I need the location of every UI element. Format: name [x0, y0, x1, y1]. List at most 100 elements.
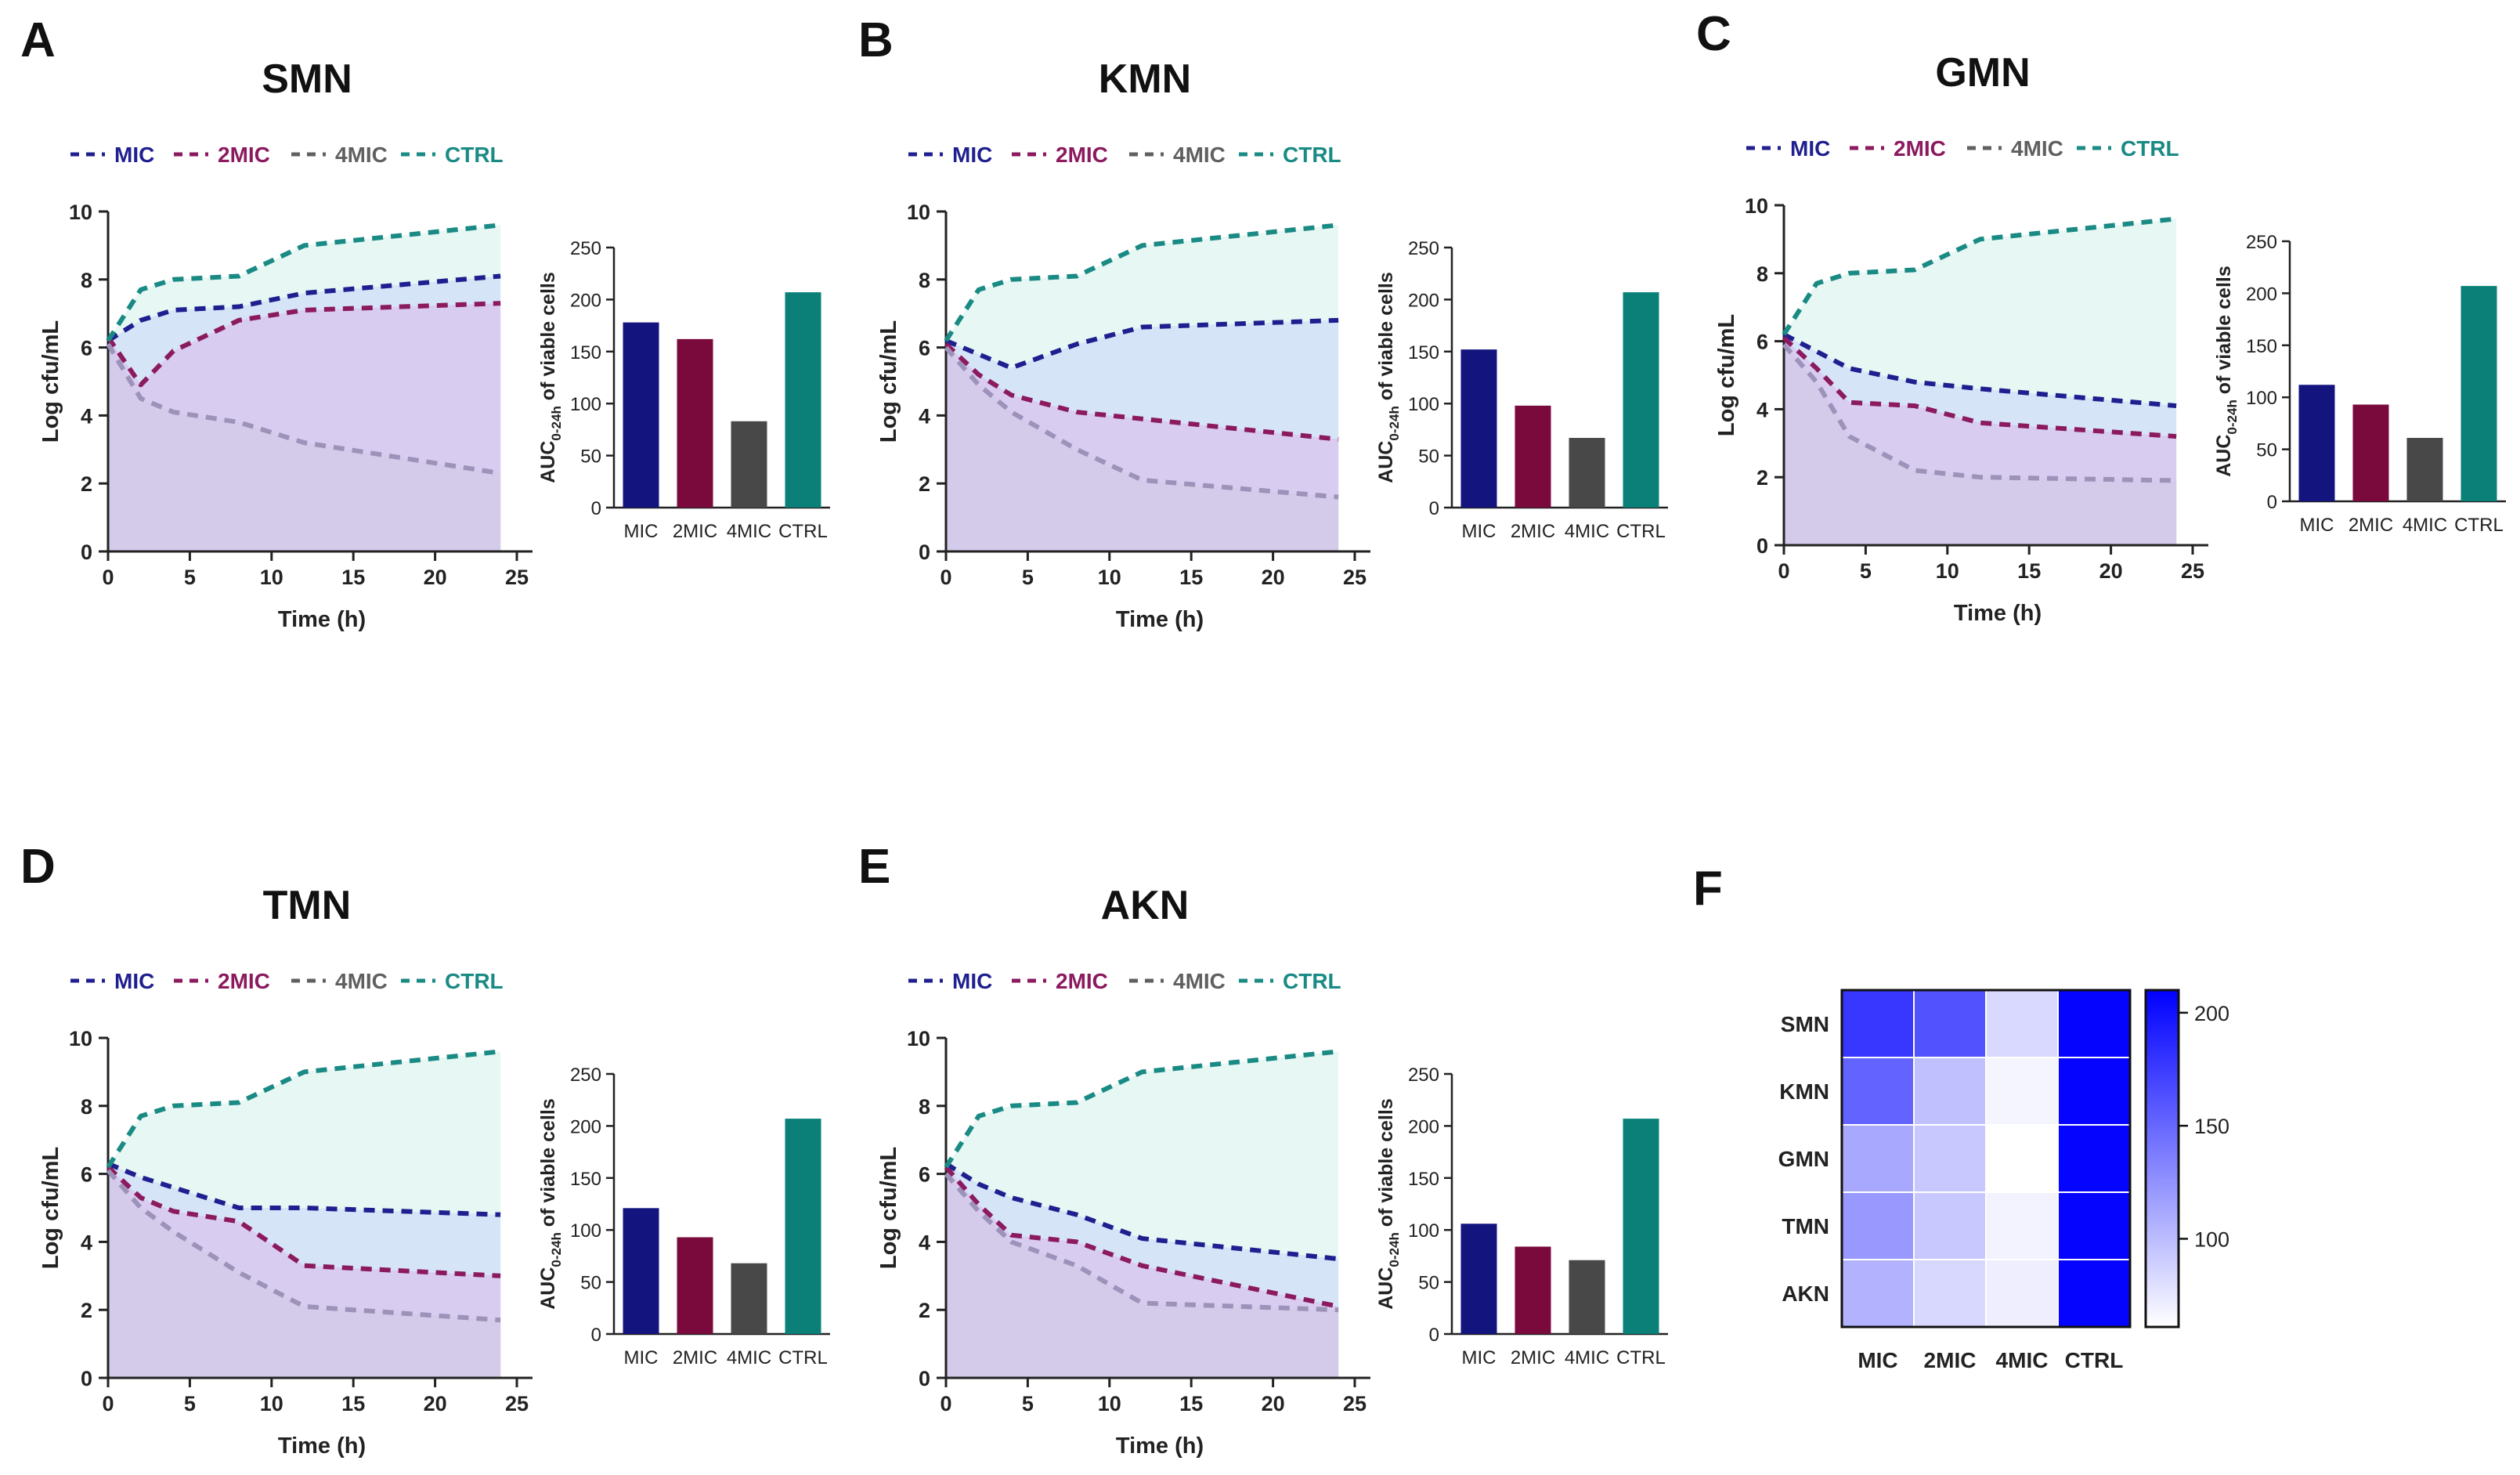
bar-x-tick-label: CTRL: [778, 521, 828, 542]
y-tick-label: 8: [919, 269, 930, 292]
legend-label-2mic: 2MIC: [218, 969, 270, 993]
area-4mic: [946, 347, 1339, 551]
x-tick-label: 25: [1343, 1392, 1367, 1415]
legend-label-4mic: 4MIC: [335, 969, 388, 993]
bar-mic: [2298, 385, 2335, 501]
panel-title: SMN: [262, 56, 352, 102]
series-line-2mic: [944, 342, 1339, 442]
x-tick-label: 5: [184, 566, 196, 589]
bar-2mic: [1515, 405, 1551, 508]
bar-y-tick-label: 0: [591, 1325, 601, 1346]
bar-4mic: [731, 1263, 767, 1334]
y-tick-label: 6: [1756, 331, 1768, 354]
x-tick-label: 20: [1262, 566, 1285, 589]
x-tick-label: 20: [1262, 1392, 1285, 1415]
y-tick-label: 0: [81, 1367, 92, 1390]
bar-ylabel-rest: of viable cells: [537, 1098, 559, 1232]
y-axis-label: Log cfu/mL: [1714, 314, 1739, 436]
series-line-ctrl: [944, 222, 1339, 342]
bar-x-tick-label: MIC: [624, 1347, 659, 1368]
bar-y-tick-label: 200: [1408, 1116, 1439, 1137]
heatmap-cell: [2057, 1191, 2131, 1260]
panel-letter: B: [858, 13, 894, 67]
bar-y-tick-label: 200: [2246, 284, 2277, 305]
x-tick-label: 20: [424, 1392, 447, 1415]
heatmap-cell: [2057, 1057, 2131, 1126]
heatmap-cell: [1913, 1259, 1987, 1328]
x-tick-label: 10: [1098, 1392, 1121, 1415]
bar-x-tick-label: MIC: [1462, 521, 1496, 542]
bar-ctrl: [785, 292, 821, 508]
bar-y-axis-label: AUC0-24h of viable cells: [1375, 1098, 1402, 1310]
heatmap-cell: [1913, 989, 1987, 1058]
bar-x-tick-label: MIC: [1462, 1347, 1496, 1368]
legend-label-mic: MIC: [952, 969, 992, 993]
y-tick-label: 8: [1756, 262, 1768, 286]
bar-ylabel-sub: 0-24h: [1387, 406, 1402, 440]
x-tick-label: 5: [1022, 1392, 1034, 1415]
bar-ylabel-rest: of viable cells: [1375, 1098, 1397, 1232]
y-tick-label: 2: [81, 1299, 92, 1322]
bar-y-tick-label: 50: [1418, 446, 1439, 468]
y-tick-label: 2: [919, 1299, 930, 1322]
legend-label-2mic: 2MIC: [1056, 969, 1108, 993]
bar-y-tick-label: 200: [570, 290, 601, 311]
panel-title: TMN: [263, 883, 352, 928]
series-line-ctrl: [944, 1049, 1339, 1169]
y-tick-label: 0: [1756, 534, 1768, 558]
bar-y-tick-label: 150: [1408, 342, 1439, 363]
legend-label-mic: MIC: [114, 969, 154, 993]
bar-y-axis-label: AUC0-24h of viable cells: [537, 272, 564, 483]
bar-x-tick-label: 2MIC: [1511, 521, 1555, 542]
series-line-2mic: [106, 1165, 501, 1278]
legend-label-ctrl: CTRL: [445, 143, 504, 167]
heatmap-cell: [2057, 1259, 2131, 1328]
bar-ylabel-main: AUC: [1375, 441, 1397, 483]
y-tick-label: 10: [69, 1027, 92, 1050]
legend-label-2mic: 2MIC: [218, 143, 270, 167]
series-line-4mic: [944, 1172, 1339, 1313]
x-tick-label: 5: [1022, 566, 1034, 589]
heatmap-row-label: AKN: [1782, 1282, 1829, 1306]
y-tick-label: 6: [81, 1163, 92, 1187]
bar-mic: [623, 322, 659, 508]
bar-y-tick-label: 150: [570, 1169, 601, 1190]
legend-label-mic: MIC: [1790, 136, 1830, 161]
series-line-4mic: [944, 345, 1339, 500]
colorbar-tick-label: 200: [2194, 1002, 2229, 1025]
bar-ctrl: [1623, 1119, 1659, 1334]
bar-ctrl: [2460, 286, 2497, 501]
bar-mic: [1460, 1224, 1497, 1334]
heatmap-cell: [2057, 989, 2131, 1058]
y-tick-label: 10: [907, 1027, 930, 1050]
bar-x-tick-label: CTRL: [2454, 515, 2504, 536]
y-axis-label: Log cfu/mL: [38, 320, 63, 443]
panel-title: AKN: [1101, 883, 1190, 928]
x-tick-label: 0: [940, 1392, 951, 1415]
x-axis-label: Time (h): [1116, 607, 1204, 632]
bar-y-tick-label: 0: [591, 498, 601, 519]
y-tick-label: 4: [81, 404, 92, 428]
y-tick-label: 2: [1756, 466, 1768, 490]
x-tick-label: 0: [102, 566, 114, 589]
bar-x-tick-label: 4MIC: [2403, 515, 2447, 536]
legend-label-ctrl: CTRL: [2121, 136, 2179, 161]
panel-letter: A: [20, 13, 56, 67]
heatmap-cell: [1841, 989, 1915, 1058]
y-axis-label: Log cfu/mL: [876, 320, 901, 443]
area-4mic: [108, 344, 501, 551]
bar-y-tick-label: 100: [1408, 1220, 1439, 1242]
bar-x-tick-label: 2MIC: [1511, 1347, 1555, 1368]
bar-y-tick-label: 100: [570, 394, 601, 415]
legend-label-4mic: 4MIC: [2011, 136, 2063, 161]
x-tick-label: 15: [1179, 566, 1203, 589]
panel-f: F SMN KMN GMN TMN AKN MIC 2MIC 4MIC CTRL 100 150 200: [1693, 862, 2229, 1372]
x-tick-label: 0: [940, 566, 951, 589]
bar-y-tick-label: 150: [1408, 1169, 1439, 1190]
bar-y-tick-label: 250: [2246, 232, 2277, 253]
bar-x-tick-label: MIC: [624, 521, 659, 542]
x-tick-label: 10: [260, 1392, 283, 1415]
x-tick-label: 20: [424, 566, 447, 589]
